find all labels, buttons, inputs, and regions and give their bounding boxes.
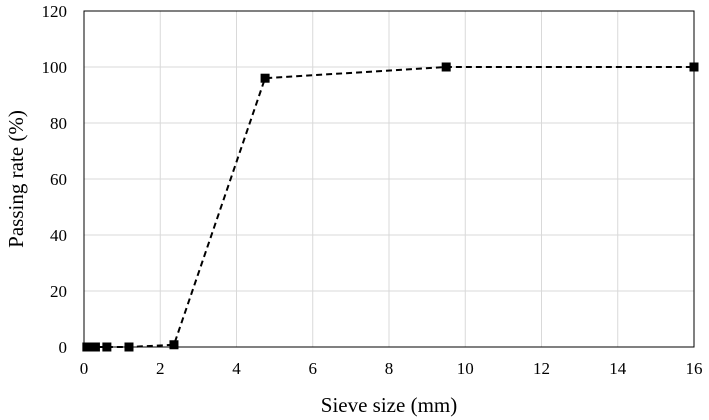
y-tick-label: 0 xyxy=(59,338,68,357)
x-axis-label: Sieve size (mm) xyxy=(321,393,457,417)
series-group xyxy=(82,62,699,352)
data-point xyxy=(124,342,134,352)
data-point xyxy=(85,342,95,352)
x-tick-label: 12 xyxy=(533,359,550,378)
data-point xyxy=(689,62,699,72)
series-line xyxy=(86,66,694,348)
x-tick-label: 0 xyxy=(80,359,89,378)
x-tick-label: 2 xyxy=(156,359,165,378)
y-axis-label: Passing rate (%) xyxy=(4,110,28,248)
y-tick-label: 20 xyxy=(50,282,67,301)
y-tick-label: 60 xyxy=(50,170,67,189)
grid xyxy=(84,11,694,347)
y-tick-label: 40 xyxy=(50,226,67,245)
data-point xyxy=(102,342,112,352)
x-tick-label: 10 xyxy=(457,359,474,378)
y-tick-label: 120 xyxy=(42,2,68,21)
data-point xyxy=(169,340,179,350)
x-tick-label: 16 xyxy=(686,359,703,378)
x-tick-label: 14 xyxy=(609,359,627,378)
data-point xyxy=(441,62,451,72)
x-tick-label: 6 xyxy=(309,359,318,378)
data-point xyxy=(90,342,100,352)
data-point xyxy=(260,73,270,83)
plot-frame xyxy=(83,10,695,348)
x-tick-label: 8 xyxy=(385,359,394,378)
tick-labels: 0 2 4 6 8 10 12 14 16 0 20 40 60 80 100 120 xyxy=(42,2,703,378)
y-tick-label: 100 xyxy=(42,58,68,77)
x-tick-label: 4 xyxy=(232,359,241,378)
y-tick-label: 80 xyxy=(50,114,67,133)
